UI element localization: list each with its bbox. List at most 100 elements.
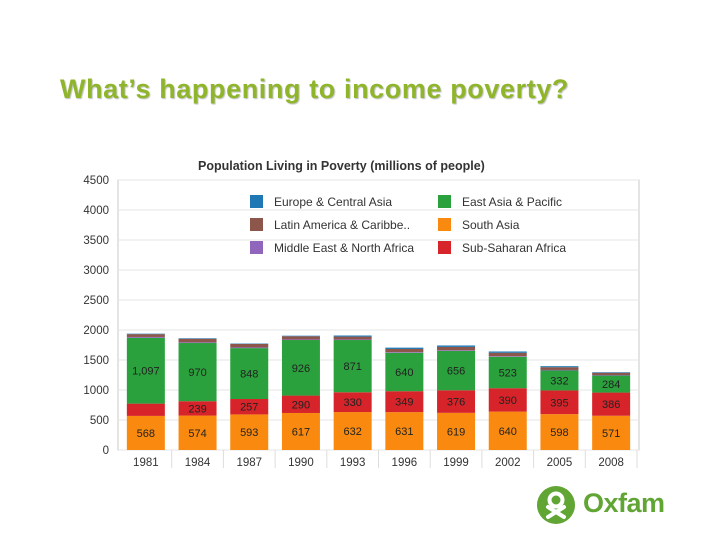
bar-east-asia-pacific-2002 (488, 356, 527, 389)
bar-middle-east-north-africa-1984 (178, 342, 217, 344)
bar-latin-america-caribbe--1993 (333, 336, 372, 340)
bar-south-asia-2008 (592, 415, 631, 450)
bar-middle-east-north-africa-1987 (230, 347, 269, 349)
y-tick-label: 500 (90, 415, 109, 427)
bar-sub-saharan-africa-1987 (230, 399, 269, 415)
bar-south-asia-1996 (385, 412, 424, 450)
bar-east-asia-pacific-1984 (178, 343, 217, 402)
data-label: 593 (240, 427, 258, 439)
legend-swatch (438, 218, 451, 231)
bar-sub-saharan-africa-1990 (281, 395, 320, 413)
bar-middle-east-north-africa-2002 (488, 356, 527, 357)
x-tick-label: 1984 (185, 457, 211, 469)
bar-latin-america-caribbe--1999 (437, 346, 476, 351)
data-label: 656 (447, 366, 465, 378)
bar-latin-america-caribbe--2005 (540, 367, 579, 370)
legend-swatch (250, 195, 263, 208)
y-tick-label: 1500 (83, 355, 109, 367)
y-tick-label: 2500 (83, 295, 109, 307)
data-label: 390 (499, 395, 517, 407)
data-label: 330 (343, 397, 361, 409)
legend-label: South Asia (462, 218, 520, 232)
legend-label: Latin America & Caribbe.. (274, 218, 410, 232)
data-label: 632 (343, 426, 361, 438)
bar-sub-saharan-africa-2008 (592, 392, 631, 416)
x-tick-label: 2008 (598, 457, 624, 469)
bar-latin-america-caribbe--1981 (126, 334, 165, 337)
data-label: 571 (602, 428, 620, 440)
bar-europe-central-asia-1993 (333, 335, 372, 337)
bar-middle-east-north-africa-1981 (126, 336, 165, 338)
bar-east-asia-pacific-1996 (385, 352, 424, 392)
data-label: 926 (292, 363, 310, 375)
y-tick-label: 0 (103, 445, 109, 457)
bar-south-asia-1999 (437, 412, 476, 450)
data-label: 970 (188, 367, 206, 379)
legend-swatch (438, 195, 451, 208)
data-label: 619 (447, 426, 465, 438)
poverty-chart: Population Living in Poverty (millions o… (76, 154, 642, 474)
bar-south-asia-1993 (333, 412, 372, 450)
legend-swatch (250, 241, 263, 254)
data-label: 871 (343, 361, 361, 373)
x-tick-label: 2005 (547, 457, 573, 469)
bar-sub-saharan-africa-1981 (126, 403, 165, 416)
y-tick-label: 3000 (83, 265, 109, 277)
bar-east-asia-pacific-1993 (333, 340, 372, 393)
legend-label: Europe & Central Asia (274, 195, 392, 209)
y-tick-label: 4500 (83, 175, 109, 187)
bar-sub-saharan-africa-1999 (437, 390, 476, 413)
bar-middle-east-north-africa-1993 (333, 339, 372, 341)
legend-label: Sub-Saharan Africa (462, 241, 566, 255)
oxfam-logo: Oxfam (535, 484, 665, 528)
bar-europe-central-asia-1990 (281, 335, 320, 337)
bar-sub-saharan-africa-1996 (385, 391, 424, 413)
data-label: 239 (188, 403, 206, 415)
bar-east-asia-pacific-2005 (540, 370, 579, 391)
data-label: 523 (499, 368, 517, 380)
bar-europe-central-asia-1984 (178, 338, 217, 339)
logo-text: Oxfam (583, 488, 665, 518)
bar-middle-east-north-africa-2005 (540, 369, 579, 371)
bar-europe-central-asia-2008 (592, 372, 631, 373)
data-label: 617 (292, 426, 310, 438)
bar-middle-east-north-africa-1996 (385, 352, 424, 353)
bar-south-asia-2002 (488, 411, 527, 450)
bar-south-asia-1984 (178, 415, 217, 450)
data-label: 640 (499, 426, 517, 438)
data-label: 598 (550, 427, 568, 439)
bar-south-asia-1990 (281, 412, 320, 450)
data-label: 395 (550, 397, 568, 409)
data-label: 568 (137, 428, 155, 440)
legend-swatch (438, 241, 451, 254)
x-tick-label: 1993 (340, 457, 366, 469)
y-tick-label: 4000 (83, 205, 109, 217)
data-label: 332 (550, 375, 568, 387)
bar-latin-america-caribbe--1987 (230, 343, 269, 348)
bar-europe-central-asia-2002 (488, 351, 527, 353)
data-label: 257 (240, 402, 258, 414)
legend-label: East Asia & Pacific (462, 195, 562, 209)
x-tick-label: 1987 (236, 457, 262, 469)
x-tick-label: 1999 (443, 457, 469, 469)
y-tick-label: 3500 (83, 235, 109, 247)
bar-sub-saharan-africa-1993 (333, 392, 372, 413)
bar-europe-central-asia-1999 (437, 345, 476, 347)
data-label: 640 (395, 367, 413, 379)
data-label: 386 (602, 399, 620, 411)
bar-europe-central-asia-2005 (540, 366, 579, 368)
legend-label: Middle East & North Africa (274, 241, 414, 255)
bar-sub-saharan-africa-1984 (178, 401, 217, 416)
bar-latin-america-caribbe--1990 (281, 336, 320, 340)
y-tick-label: 2000 (83, 325, 109, 337)
oxfam-logo-icon (537, 486, 575, 524)
x-tick-label: 2002 (495, 457, 521, 469)
data-label: 376 (447, 397, 465, 409)
legend-swatch (250, 218, 263, 231)
bar-east-asia-pacific-2008 (592, 375, 631, 393)
chart-title: Population Living in Poverty (millions o… (198, 159, 485, 173)
data-label: 848 (240, 369, 258, 381)
bar-europe-central-asia-1996 (385, 347, 424, 349)
bar-east-asia-pacific-1999 (437, 350, 476, 391)
bar-south-asia-2005 (540, 414, 579, 450)
